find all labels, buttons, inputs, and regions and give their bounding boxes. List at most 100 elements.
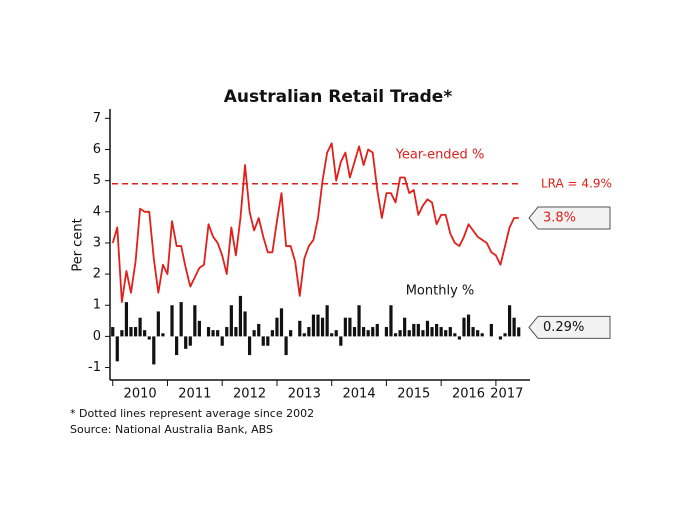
series-label: Year-ended % <box>395 148 485 163</box>
bar <box>179 302 183 337</box>
x-tick-label: 2011 <box>178 387 211 402</box>
bar <box>261 336 265 346</box>
bar <box>352 327 357 337</box>
bar <box>462 317 466 337</box>
bar <box>229 305 233 337</box>
bar <box>298 320 302 337</box>
y-tick-label: 2 <box>93 267 101 282</box>
bar <box>243 311 247 337</box>
callout-label: 0.29% <box>543 320 584 335</box>
x-tick-label: 2014 <box>343 387 376 402</box>
bar <box>480 333 484 337</box>
bar <box>252 330 256 337</box>
bar <box>188 336 192 346</box>
bar <box>444 330 448 337</box>
callout-box <box>528 206 611 230</box>
y-axis-label: Per cent <box>71 218 86 271</box>
bar <box>366 330 370 337</box>
bar <box>216 330 220 337</box>
bar <box>357 305 361 337</box>
bar <box>320 317 325 337</box>
bar <box>421 330 425 337</box>
bar <box>330 333 334 337</box>
bar <box>311 314 316 337</box>
bar <box>238 295 243 337</box>
bar <box>371 327 375 337</box>
y-tick-label: 3 <box>93 235 101 250</box>
bar <box>143 330 147 337</box>
bar <box>507 305 512 337</box>
bar <box>211 330 215 337</box>
bar <box>302 333 306 337</box>
bar <box>124 302 129 337</box>
bar <box>435 323 439 337</box>
bar <box>503 333 507 337</box>
bar <box>512 317 516 337</box>
bar <box>247 336 252 356</box>
bar <box>120 330 124 337</box>
y-tick-label: 0 <box>93 329 101 344</box>
bar <box>489 323 493 337</box>
y-tick-label: 6 <box>93 142 101 157</box>
y-tick-label: 1 <box>93 298 101 313</box>
bar <box>517 327 521 337</box>
bar <box>476 330 480 337</box>
x-tick-label: 2013 <box>288 387 321 402</box>
bar <box>448 327 452 337</box>
bar <box>412 323 416 337</box>
series-label: Monthly % <box>406 284 475 299</box>
bar <box>111 327 115 337</box>
bar <box>284 336 288 356</box>
bar <box>279 308 284 337</box>
bar <box>152 336 156 365</box>
bar <box>197 320 201 337</box>
reference-label: LRA = 4.9% <box>541 176 612 190</box>
bar <box>466 314 471 337</box>
bar <box>147 336 151 340</box>
bar <box>348 317 352 337</box>
bar <box>389 305 393 337</box>
y-tick-label: 4 <box>93 204 101 219</box>
chart-title: Australian Retail Trade* <box>224 87 453 107</box>
bar <box>133 327 138 337</box>
bar <box>138 317 142 337</box>
bar <box>275 317 279 337</box>
bar <box>156 311 160 337</box>
bar <box>416 323 420 337</box>
bar <box>407 330 411 337</box>
bar <box>453 333 457 337</box>
callout-label: 3.8% <box>543 211 576 226</box>
bar <box>220 336 224 346</box>
x-tick-label: 2012 <box>233 387 266 402</box>
y-tick-label: 5 <box>93 173 101 188</box>
callout-box <box>528 315 611 339</box>
x-tick-label: 2016 <box>452 387 485 402</box>
y-tick-label: 7 <box>93 111 101 126</box>
bar <box>375 323 379 337</box>
bar <box>403 317 407 337</box>
bar <box>170 305 174 337</box>
bar <box>430 327 434 337</box>
bar <box>161 333 165 337</box>
source: Source: National Australia Bank, ABS <box>70 423 273 436</box>
bar <box>316 314 320 337</box>
bar <box>334 330 338 337</box>
x-tick-label: 2015 <box>397 387 430 402</box>
bar <box>457 336 461 340</box>
bar <box>343 317 347 337</box>
bar <box>339 336 343 346</box>
bar <box>498 336 503 340</box>
bar <box>361 327 366 337</box>
bar <box>270 330 275 337</box>
bar <box>234 327 238 337</box>
bar <box>193 305 197 337</box>
bar <box>206 327 211 337</box>
bar <box>398 330 402 337</box>
bar <box>225 327 229 337</box>
bar <box>325 305 329 337</box>
bar <box>289 330 293 337</box>
bar <box>471 327 475 337</box>
bar <box>384 327 389 337</box>
bar <box>439 327 443 337</box>
